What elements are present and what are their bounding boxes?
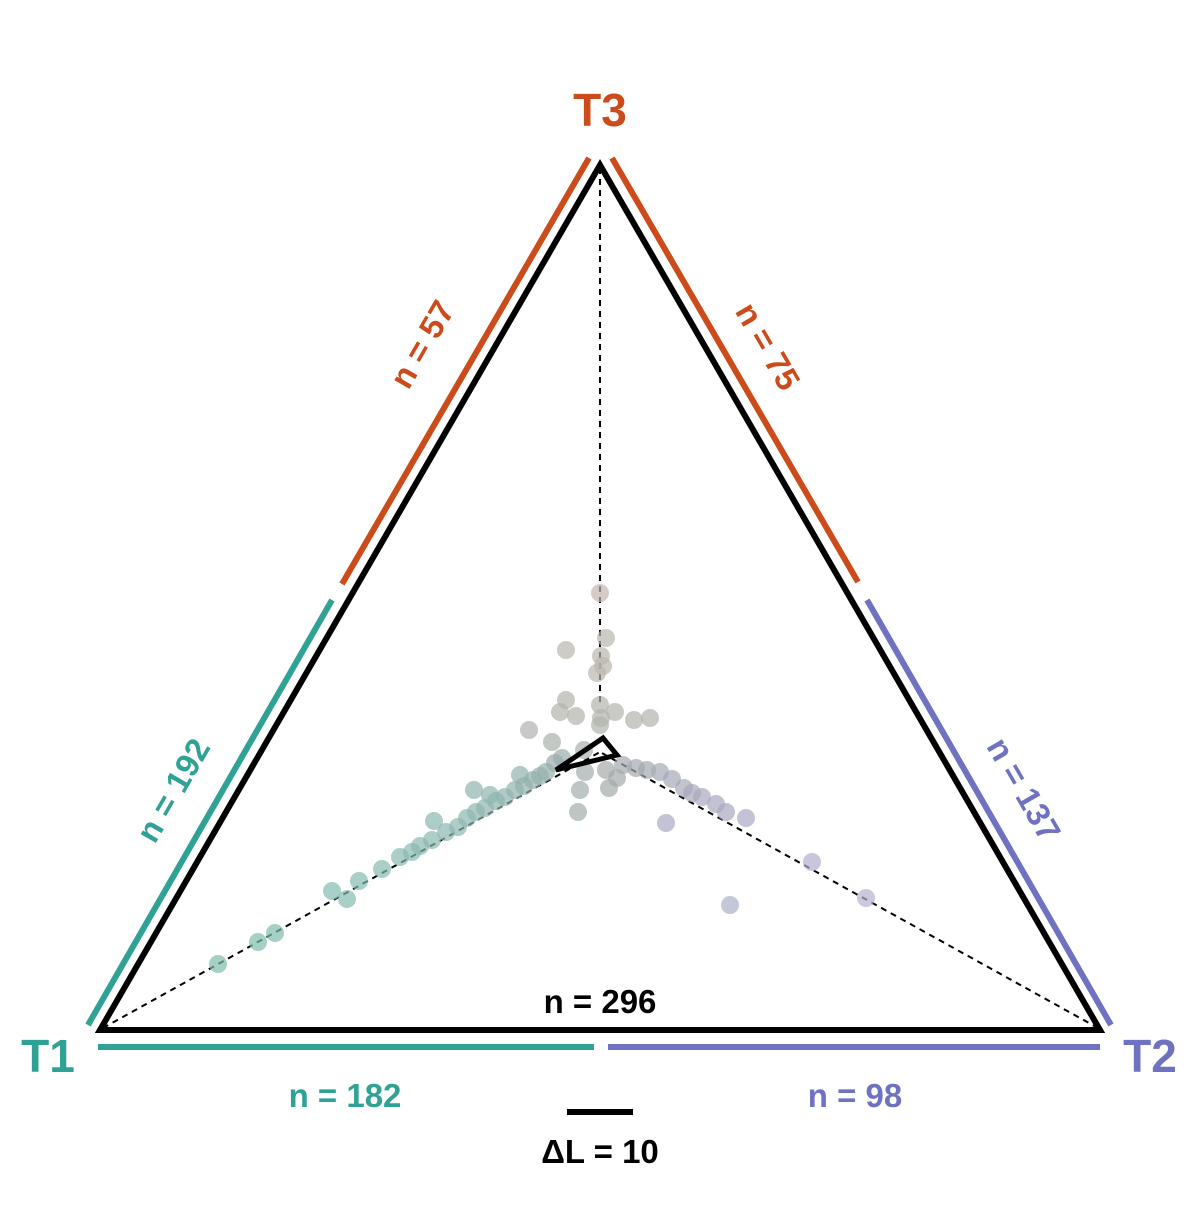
scatter-point bbox=[425, 812, 443, 830]
scatter-point bbox=[721, 896, 739, 914]
scatter-point bbox=[249, 933, 267, 951]
count-total: n = 296 bbox=[544, 983, 657, 1020]
scatter-point bbox=[423, 831, 441, 849]
scatter-point bbox=[567, 707, 585, 725]
scatter-point bbox=[465, 781, 483, 799]
count-t1-bottom: n = 182 bbox=[289, 1077, 402, 1114]
main-triangle bbox=[94, 159, 1106, 1033]
scatter-point bbox=[588, 664, 606, 682]
t2-right-bar bbox=[864, 598, 1114, 1027]
vertex-label-t1: T1 bbox=[21, 1030, 75, 1082]
scatter-point bbox=[657, 814, 675, 832]
scatter-point bbox=[641, 709, 659, 727]
scatter-point bbox=[576, 763, 594, 781]
count-t1-left: n = 192 bbox=[129, 732, 217, 848]
scatter-point bbox=[857, 889, 875, 907]
scatter-point bbox=[543, 733, 561, 751]
scatter-point bbox=[557, 641, 575, 659]
scatter-point bbox=[209, 955, 227, 973]
scatter-point bbox=[481, 786, 499, 804]
scatter-point bbox=[597, 629, 615, 647]
t3-right-bar bbox=[609, 156, 861, 584]
scatter-point bbox=[520, 721, 538, 739]
t1-left-bar bbox=[85, 598, 335, 1027]
t3-left-bar bbox=[339, 156, 592, 586]
scatter-point bbox=[511, 766, 529, 784]
scale-bar-label: ΔL = 10 bbox=[541, 1133, 659, 1170]
count-t2-bottom: n = 98 bbox=[808, 1077, 902, 1114]
scatter-point bbox=[323, 882, 341, 900]
scatter-point bbox=[266, 924, 284, 942]
scatter-point bbox=[571, 781, 589, 799]
count-t3-left: n = 57 bbox=[382, 294, 461, 394]
center-triangle bbox=[554, 734, 622, 773]
scatter-point bbox=[625, 711, 643, 729]
scatter-point bbox=[737, 809, 755, 827]
scatter-point bbox=[551, 703, 569, 721]
edge-bars bbox=[85, 156, 1114, 1050]
scatter-point bbox=[591, 584, 609, 602]
t2-dashed-line bbox=[599, 751, 1099, 1029]
scatter-point bbox=[591, 716, 609, 734]
vertex-label-t2: T2 bbox=[1123, 1030, 1177, 1082]
scatter-point bbox=[717, 803, 735, 821]
scatter-point bbox=[338, 890, 356, 908]
scatter-point bbox=[693, 788, 711, 806]
scatter-point bbox=[606, 703, 624, 721]
scatter-point bbox=[803, 853, 821, 871]
scatter-point bbox=[373, 860, 391, 878]
count-t2-right: n = 137 bbox=[980, 731, 1068, 847]
scatter-point bbox=[350, 872, 368, 890]
scatter-point bbox=[569, 803, 587, 821]
scatter-point bbox=[591, 696, 609, 714]
vertex-label-t3: T3 bbox=[573, 84, 627, 136]
